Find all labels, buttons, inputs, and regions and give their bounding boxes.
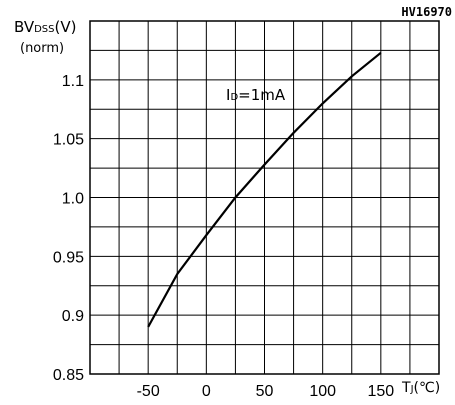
part-number: HV16970 bbox=[401, 5, 452, 19]
x-tick-label: -50 bbox=[137, 383, 160, 400]
y-tick-label: 1.05 bbox=[53, 132, 84, 149]
x-tick-label: 50 bbox=[256, 383, 274, 400]
y-tick-label: 1.1 bbox=[62, 73, 84, 90]
y-axis-label: BVDSS(V) bbox=[14, 18, 76, 36]
x-axis-label: TJ(℃) bbox=[401, 380, 440, 396]
condition-annotation: ID=1mA bbox=[226, 86, 286, 104]
x-tick-label: 0 bbox=[202, 383, 211, 400]
x-tick-label: 100 bbox=[309, 383, 336, 400]
grid bbox=[90, 21, 439, 374]
x-tick-label: 150 bbox=[367, 383, 394, 400]
y-tick-label: 0.85 bbox=[53, 367, 84, 384]
x-axis-ticks: -50 0 50 100 150 bbox=[137, 383, 395, 400]
y-axis-ticks: 0.85 0.9 0.95 1.0 1.05 1.1 bbox=[53, 73, 84, 384]
y-tick-label: 0.95 bbox=[53, 249, 84, 266]
y-axis-norm-label: (norm) bbox=[20, 41, 64, 56]
y-tick-label: 0.9 bbox=[62, 308, 84, 325]
y-tick-label: 1.0 bbox=[62, 191, 84, 208]
plot-frame bbox=[89, 20, 440, 375]
bvdss-curve bbox=[147, 51, 382, 328]
